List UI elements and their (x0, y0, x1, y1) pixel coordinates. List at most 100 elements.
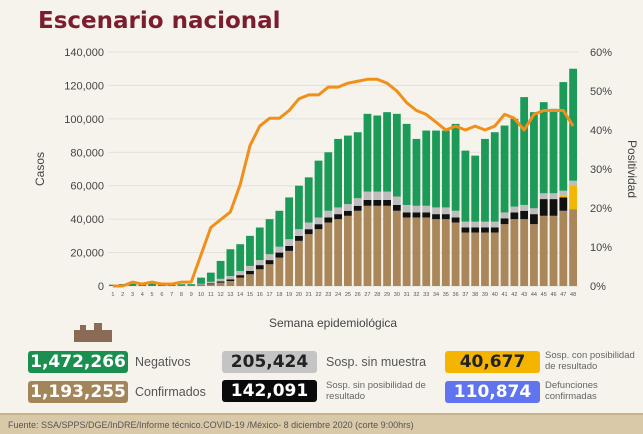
bar-segment (432, 130, 440, 208)
x-tick-label: 27 (364, 292, 370, 298)
bar-segment (285, 245, 294, 251)
bar-segment (373, 205, 382, 286)
bar-segment (255, 265, 264, 270)
x-tick-label: 6 (160, 292, 163, 298)
bar-segment (265, 219, 274, 255)
bar-segment (304, 222, 313, 230)
bar-segment (539, 102, 548, 194)
sin-muestra-value: 205,424 (222, 351, 317, 373)
bar-segment (285, 239, 294, 246)
bar-segment (353, 198, 362, 206)
bar-segment (295, 240, 303, 286)
x-tick-label: 12 (218, 292, 224, 298)
bar-segment (441, 214, 450, 220)
bar-segment (402, 217, 411, 286)
x-tick-label: 47 (560, 292, 566, 298)
x-tick-label: 20 (296, 292, 302, 298)
x-tick-label: 38 (472, 292, 478, 298)
bar-segment (197, 285, 205, 286)
bar-segment (353, 132, 362, 199)
bar-segment (314, 160, 323, 218)
bar-segment (549, 193, 558, 200)
y-tick-label: 80,000 (70, 147, 104, 159)
bar-segment (353, 210, 362, 286)
x-tick-label: 5 (151, 292, 154, 298)
y-tick-label: 60,000 (70, 181, 104, 193)
bar-segment (481, 227, 489, 233)
x-tick-label: 3 (131, 292, 134, 298)
bar-segment (246, 235, 254, 266)
bar-segment (461, 221, 470, 228)
x-tick-label: 7 (170, 292, 173, 298)
bar-segment (461, 150, 470, 222)
source-footer: Fuente: SSA/SPPS/DGE/InDRE/Informe técni… (0, 413, 643, 434)
bar-segment (285, 250, 294, 286)
bar-segment (471, 227, 480, 233)
y-tick-label: 120,000 (64, 80, 104, 92)
y2-tick-label: 60% (590, 47, 612, 59)
x-tick-label: 30 (394, 292, 400, 298)
bar-segment (295, 185, 303, 230)
x-tick-label: 19 (286, 292, 292, 298)
bar-segment (549, 199, 558, 216)
confirmados-label: Confirmados (135, 385, 206, 399)
bar-segment (236, 244, 245, 271)
bar-segment (481, 138, 489, 222)
bar-segment (226, 279, 235, 281)
bar-segment (500, 212, 509, 219)
bar-segment (451, 123, 460, 211)
bar-segment (569, 180, 577, 186)
bar-segment (255, 260, 264, 266)
bar-segment (481, 221, 489, 228)
x-tick-label: 33 (423, 292, 429, 298)
x-tick-label: 26 (355, 292, 361, 298)
x-tick-label: 1 (111, 292, 114, 298)
bar-segment (422, 130, 431, 206)
x-tick-label: 36 (453, 292, 459, 298)
bar-segment (334, 138, 342, 208)
confirmados-value: 1,193,255 (28, 381, 128, 403)
bar-segment (490, 232, 499, 286)
bar-segment (363, 191, 372, 200)
bar-segment (275, 257, 284, 286)
con-posibilidad-label: Sosp. con posibilidad de resultado (545, 350, 635, 372)
y-tick-label: 20,000 (70, 248, 104, 260)
bar-segment (383, 205, 391, 286)
bar-segment (530, 214, 538, 225)
negativos-value: 1,472,266 (28, 351, 128, 373)
x-tick-label: 22 (315, 292, 321, 298)
bar-segment (383, 199, 391, 206)
negativos-label: Negativos (135, 355, 191, 369)
bar-segment (236, 275, 245, 278)
bar-segment (285, 197, 294, 240)
x-tick-label: 8 (180, 292, 183, 298)
bar-segment (236, 277, 245, 286)
x-tick-label: 29 (384, 292, 390, 298)
y-tick-label: 140,000 (64, 47, 104, 59)
bar-segment (275, 210, 284, 247)
bar-segment (324, 222, 333, 286)
bar-segment (206, 283, 215, 285)
bar-segment (226, 280, 235, 286)
x-tick-label: 17 (267, 292, 273, 298)
x-tick-label: 43 (521, 292, 527, 298)
bar-segment (236, 270, 245, 276)
bar-segment (471, 232, 480, 286)
sin-posibilidad-value: 142,091 (222, 380, 317, 402)
x-tick-label: 15 (247, 292, 253, 298)
bar-segment (206, 272, 215, 282)
bar-segment (441, 207, 450, 215)
x-tick-label: 21 (306, 292, 312, 298)
bar-segment (432, 207, 440, 215)
x-tick-label: 48 (570, 292, 576, 298)
bar-segment (569, 209, 577, 286)
bar-segment (432, 219, 440, 286)
bar-segment (461, 227, 470, 233)
bar-segment (226, 275, 235, 280)
x-tick-label: 4 (141, 292, 144, 298)
y2-tick-label: 20% (590, 203, 612, 215)
bar-segment (559, 190, 568, 196)
bar-segment (569, 185, 577, 210)
x-tick-label: 41 (502, 292, 508, 298)
x-tick-label: 11 (208, 292, 214, 298)
